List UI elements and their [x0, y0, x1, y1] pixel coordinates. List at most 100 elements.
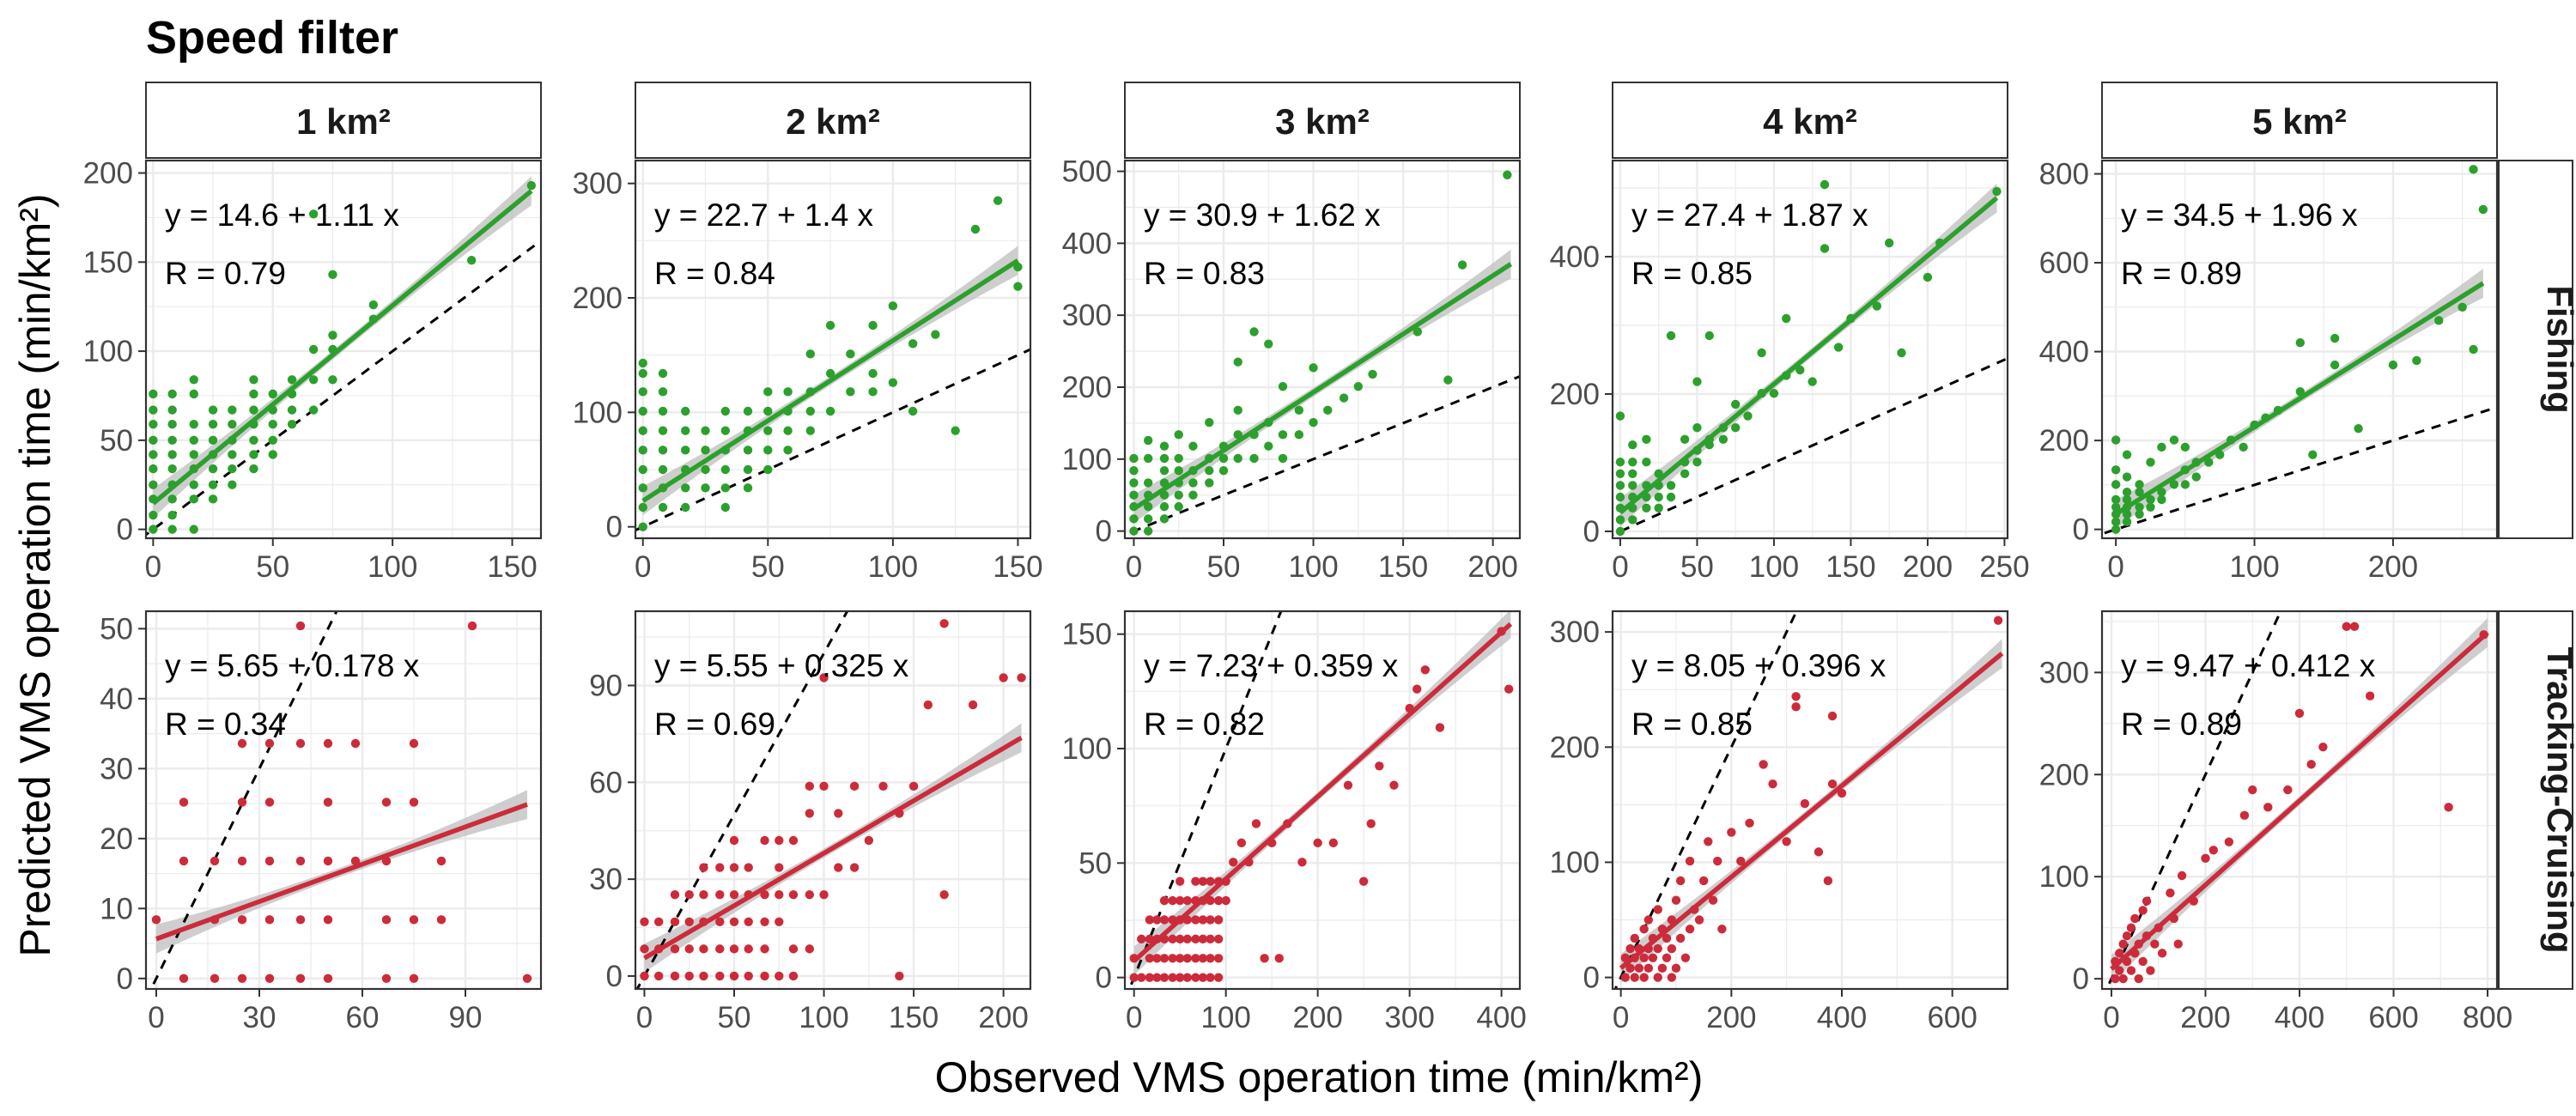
- data-point: [189, 450, 198, 459]
- data-point: [1993, 616, 2003, 625]
- data-point: [1213, 895, 1224, 906]
- panel-border: [1123, 159, 1522, 540]
- data-point: [1251, 819, 1261, 828]
- data-point: [2138, 956, 2148, 967]
- data-point: [1671, 963, 1681, 973]
- data-point: [167, 389, 177, 399]
- data-point: [1206, 954, 1215, 963]
- data-point: [1643, 915, 1654, 925]
- data-point: [743, 464, 753, 475]
- data-point: [1642, 434, 1651, 444]
- data-point: [763, 464, 773, 475]
- data-point: [1205, 478, 1214, 488]
- data-point: [908, 339, 918, 349]
- data-point: [788, 971, 799, 981]
- regression-equation: y = 14.6 + 1.11 x: [165, 197, 399, 233]
- data-point: [167, 510, 177, 520]
- data-point: [1129, 490, 1139, 500]
- regression-equation: y = 7.23 + 0.359 x: [1144, 648, 1399, 683]
- data-point: [1730, 423, 1741, 433]
- data-point: [1791, 692, 1801, 701]
- data-point: [1205, 466, 1214, 476]
- data-point: [819, 673, 829, 682]
- y-tick-label: 200: [1550, 731, 1600, 764]
- data-point: [895, 971, 904, 981]
- data-point: [701, 464, 710, 475]
- data-point: [1145, 954, 1155, 963]
- data-point: [729, 944, 739, 954]
- data-point: [720, 502, 731, 513]
- data-point: [658, 446, 668, 455]
- data-point: [684, 944, 694, 954]
- y-tick-label: 0: [2073, 962, 2089, 996]
- data-point: [1782, 313, 1791, 324]
- data-point: [1174, 501, 1183, 512]
- x-tick-label: 200: [1903, 550, 1953, 584]
- data-point: [2342, 622, 2351, 632]
- data-point: [1013, 282, 1023, 291]
- data-point: [744, 971, 753, 981]
- identity-line: [1127, 611, 1283, 989]
- data-point: [1205, 417, 1214, 428]
- data-point: [1680, 434, 1690, 444]
- data-point: [1017, 673, 1026, 682]
- data-point: [1757, 348, 1766, 358]
- data-point: [249, 389, 258, 399]
- data-point: [2224, 837, 2234, 846]
- regression-line: [641, 258, 1019, 503]
- data-point: [1730, 399, 1741, 409]
- data-point: [1634, 963, 1644, 973]
- data-point: [208, 405, 218, 415]
- data-point: [467, 621, 477, 631]
- data-point: [999, 673, 1008, 682]
- x-tick-label: 0: [2103, 1001, 2119, 1034]
- data-point: [834, 809, 843, 818]
- data-point: [1264, 339, 1273, 349]
- data-point: [2111, 494, 2121, 505]
- data-point: [1175, 954, 1185, 963]
- data-point: [939, 889, 949, 900]
- data-point: [868, 368, 878, 379]
- data-point: [1221, 895, 1230, 906]
- data-point: [1137, 934, 1146, 944]
- data-point: [2135, 502, 2144, 512]
- regression-line: [643, 736, 1023, 961]
- data-point: [2126, 966, 2136, 975]
- data-point: [149, 525, 158, 534]
- data-point: [1206, 934, 1215, 944]
- data-point: [993, 196, 1003, 205]
- data-point: [1198, 973, 1208, 982]
- data-point: [1420, 665, 1431, 675]
- data-point: [295, 856, 306, 866]
- data-point: [149, 464, 158, 474]
- column-strip: [2101, 82, 2498, 159]
- data-point: [1191, 973, 1200, 982]
- column-strip-label: 1 km²: [296, 101, 391, 142]
- data-point: [1653, 943, 1662, 954]
- y-tick-label: 0: [606, 511, 623, 544]
- data-point: [868, 387, 878, 397]
- x-tick-label: 300: [1384, 1001, 1434, 1034]
- data-point: [1413, 327, 1423, 337]
- identity-line: [2105, 611, 2282, 989]
- data-point: [1759, 760, 1768, 769]
- data-point: [2157, 494, 2166, 505]
- data-point: [1218, 453, 1229, 464]
- data-point: [1168, 973, 1177, 982]
- column-strip: [1124, 82, 1521, 159]
- data-point: [638, 522, 647, 531]
- data-point: [308, 209, 319, 219]
- data-point: [409, 973, 419, 983]
- data-point: [681, 446, 690, 455]
- data-point: [2469, 344, 2478, 355]
- data-point: [760, 944, 769, 954]
- x-tick-label: 600: [1927, 1001, 1977, 1034]
- correlation-label: R = 0.85: [1631, 707, 1753, 742]
- data-point: [1375, 761, 1384, 771]
- data-point: [2169, 435, 2179, 445]
- y-tick-label: 400: [2039, 336, 2089, 369]
- plot-area: [635, 196, 1030, 532]
- data-point: [208, 435, 218, 446]
- data-point: [228, 419, 237, 429]
- x-tick-label: 50: [718, 1001, 751, 1034]
